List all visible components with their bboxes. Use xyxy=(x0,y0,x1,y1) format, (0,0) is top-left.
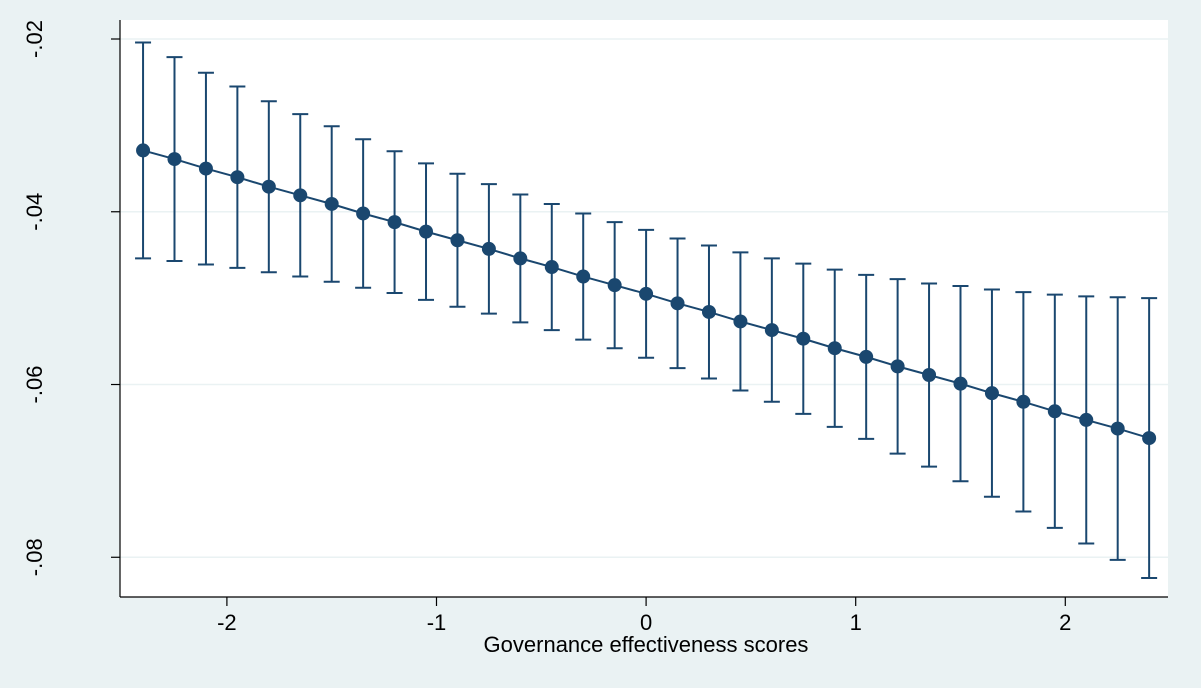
point xyxy=(544,260,559,275)
point xyxy=(356,206,371,221)
point xyxy=(1047,404,1062,419)
x-tick-label: -2 xyxy=(217,610,237,635)
plot-area xyxy=(120,20,1168,597)
y-tick-label: -.02 xyxy=(22,20,47,58)
point xyxy=(576,269,591,284)
point xyxy=(859,349,874,364)
point xyxy=(1110,421,1125,436)
point xyxy=(293,188,308,203)
point xyxy=(890,359,905,374)
point xyxy=(670,296,685,311)
x-tick-label: 2 xyxy=(1059,610,1071,635)
x-tick-label: -1 xyxy=(427,610,447,635)
y-tick-label: -.08 xyxy=(22,538,47,576)
y-tick-label: -.06 xyxy=(22,366,47,404)
point xyxy=(387,215,402,230)
point xyxy=(701,304,716,319)
point xyxy=(261,179,276,194)
point xyxy=(481,241,496,256)
point xyxy=(1016,394,1031,409)
point xyxy=(167,152,182,167)
point xyxy=(607,278,622,293)
point xyxy=(764,323,779,338)
point xyxy=(1142,431,1157,446)
x-axis-title: Governance effectiveness scores xyxy=(484,632,809,657)
point xyxy=(953,376,968,391)
y-tick-label: -.04 xyxy=(22,193,47,231)
x-tick-label: 1 xyxy=(850,610,862,635)
point xyxy=(513,251,528,266)
point xyxy=(230,170,245,185)
point xyxy=(136,143,151,158)
point xyxy=(796,331,811,346)
point xyxy=(450,233,465,248)
point xyxy=(827,341,842,356)
point xyxy=(1079,412,1094,427)
x-tick-label: 0 xyxy=(640,610,652,635)
point xyxy=(922,368,937,383)
point xyxy=(198,161,213,176)
point xyxy=(419,224,434,239)
point xyxy=(639,286,654,301)
point xyxy=(733,314,748,329)
point xyxy=(984,386,999,401)
point xyxy=(324,196,339,211)
